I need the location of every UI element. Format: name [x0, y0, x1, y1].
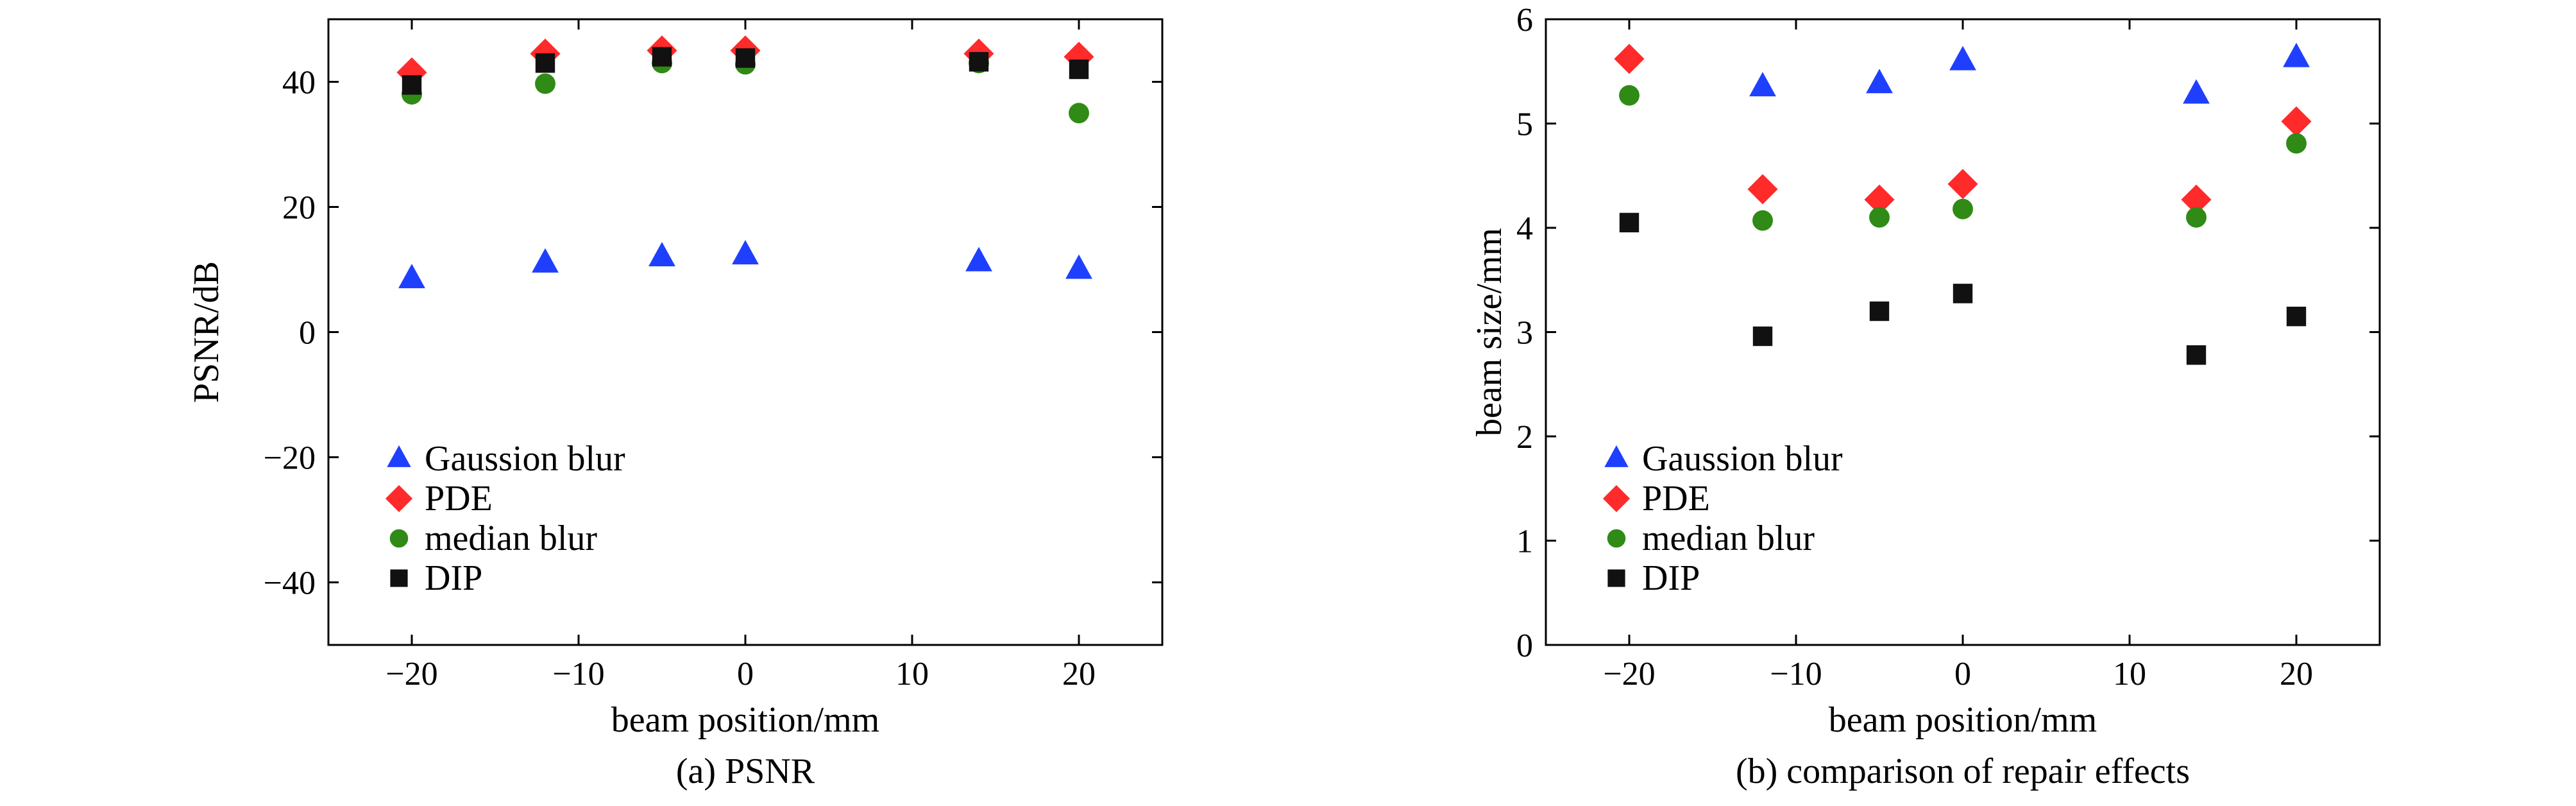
- y-tick-label: 0: [1516, 628, 1533, 664]
- y-tick-label: 40: [282, 65, 316, 101]
- data-point: [2181, 184, 2212, 215]
- x-tick-label: 0: [737, 656, 754, 692]
- x-tick-label: −10: [1770, 656, 1822, 692]
- data-point: [2186, 345, 2207, 365]
- data-point: [1864, 184, 1895, 215]
- data-point: [1749, 72, 1776, 97]
- legend-label: DIP: [425, 558, 482, 598]
- x-tick-label: 10: [895, 656, 929, 692]
- y-tick-label: 5: [1516, 107, 1533, 143]
- y-tick-label: −20: [264, 440, 316, 477]
- data-point: [965, 246, 992, 271]
- y-tick-label: 4: [1516, 210, 1533, 247]
- data-point: [2286, 306, 2307, 327]
- legend-marker: [387, 445, 411, 467]
- data-point: [2186, 207, 2207, 228]
- x-tick-label: 0: [1954, 656, 1971, 692]
- data-point: [1953, 198, 1973, 219]
- data-point: [1069, 103, 1089, 124]
- data-point: [1619, 212, 1640, 233]
- x-tick-label: 10: [2113, 656, 2146, 692]
- y-tick-label: 1: [1516, 524, 1533, 560]
- legend-label: PDE: [425, 479, 493, 519]
- data-point: [532, 248, 559, 273]
- legend-marker: [1607, 529, 1626, 548]
- data-point: [535, 53, 555, 73]
- data-point: [969, 52, 989, 72]
- legend-label: median blur: [1642, 519, 1815, 558]
- data-point: [735, 48, 756, 68]
- data-point: [2183, 79, 2210, 104]
- legend-label: Gaussion blur: [1642, 439, 1843, 479]
- data-point: [732, 240, 759, 265]
- x-axis-title: beam position/mm: [1829, 700, 2097, 740]
- x-tick-label: −10: [552, 656, 604, 692]
- data-point: [1065, 254, 1092, 279]
- data-point: [1614, 44, 1645, 74]
- data-point: [1752, 326, 1773, 347]
- legend-marker: [389, 529, 409, 548]
- y-tick-label: 6: [1516, 2, 1533, 39]
- data-point: [1949, 46, 1976, 71]
- series-median-blur: [1619, 85, 2307, 231]
- legend-label: median blur: [425, 519, 597, 558]
- legend-marker: [390, 569, 408, 587]
- data-point: [2281, 106, 2312, 137]
- y-tick-label: 3: [1516, 315, 1533, 352]
- x-axis-title: beam position/mm: [611, 700, 879, 740]
- x-tick-label: 20: [2280, 656, 2313, 692]
- y-axis-title: beam size/mm: [1470, 228, 1509, 436]
- data-point: [1866, 69, 1893, 94]
- data-point: [1869, 207, 1890, 228]
- series-gaussion-blur: [1749, 42, 2310, 104]
- y-tick-label: 0: [299, 315, 316, 352]
- chart-panel-b: −20 −10 0 10 20 0 1 2 3 4 5 6 beam position/mm beam s…: [1470, 2, 2381, 791]
- legend-label: DIP: [1642, 558, 1700, 598]
- series-dip: [402, 47, 1089, 95]
- y-axis-title: PSNR/dB: [187, 261, 226, 403]
- chart-panel-a: −20 −10 0 10 20 −40 −20 0 20 40 beam position/mm PS…: [187, 18, 1164, 791]
- chart-caption: (b) comparison of repair effects: [1736, 751, 2190, 791]
- data-point: [652, 47, 672, 67]
- legend-label: PDE: [1642, 479, 1710, 519]
- data-point: [396, 57, 427, 88]
- data-point: [1747, 174, 1778, 205]
- series-pde: [1614, 44, 2312, 215]
- x-tick-label: −20: [386, 656, 437, 692]
- data-point: [1619, 85, 1640, 106]
- data-point: [535, 73, 555, 94]
- data-point: [1869, 301, 1890, 322]
- legend-marker: [1604, 445, 1629, 467]
- data-point: [648, 241, 675, 266]
- y-tick-label: −40: [264, 565, 316, 602]
- data-point: [402, 75, 422, 95]
- y-tick-label: 2: [1516, 419, 1533, 456]
- data-point: [398, 264, 425, 289]
- y-tick-label: 20: [282, 190, 316, 227]
- chart-caption: (a) PSNR: [676, 751, 815, 791]
- data-point: [2283, 42, 2310, 67]
- legend-marker: [1607, 569, 1625, 587]
- data-point: [2286, 133, 2307, 154]
- x-tick-label: −20: [1603, 656, 1655, 692]
- x-tick-label: 20: [1062, 656, 1096, 692]
- legend-marker: [1602, 484, 1631, 513]
- data-point: [1069, 59, 1089, 80]
- series-gaussion-blur: [398, 240, 1092, 289]
- data-point: [1752, 210, 1773, 231]
- legend-marker: [385, 484, 413, 513]
- series-dip: [1619, 212, 2307, 365]
- data-point: [1947, 169, 1978, 200]
- data-point: [1953, 284, 1973, 304]
- legend-label: Gaussion blur: [425, 439, 625, 479]
